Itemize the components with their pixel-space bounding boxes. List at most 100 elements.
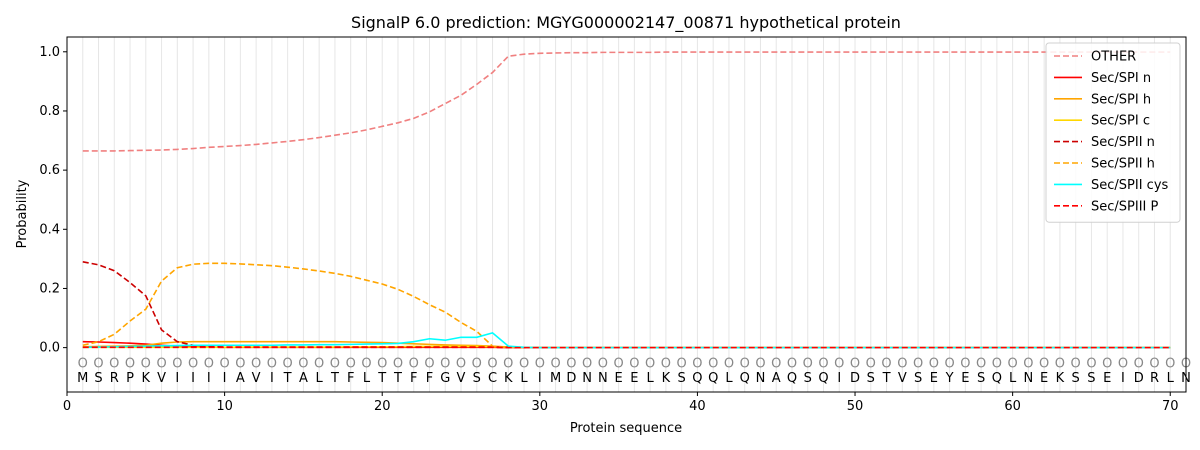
region-marker: O: [298, 356, 308, 371]
residue-label: F: [410, 371, 417, 386]
legend-label: Sec/SPI n: [1091, 71, 1151, 86]
region-marker: O: [219, 356, 229, 371]
region-marker: O: [503, 356, 513, 371]
region-marker: O: [976, 356, 986, 371]
residue-label: G: [440, 371, 450, 386]
region-marker: O: [850, 356, 860, 371]
region-marker: O: [393, 356, 403, 371]
x-tick-label: 50: [847, 399, 864, 414]
residue-label: Q: [818, 371, 828, 386]
x-tick-label: 70: [1162, 399, 1179, 414]
region-marker: O: [629, 356, 639, 371]
y-axis-label: Probability: [15, 179, 30, 248]
region-marker: O: [440, 356, 450, 371]
residue-label: V: [252, 371, 261, 386]
legend-label: Sec/SPIII P: [1091, 199, 1159, 214]
region-marker: O: [661, 356, 671, 371]
residue-label: I: [191, 371, 195, 386]
residue-label: V: [898, 371, 907, 386]
region-marker: O: [866, 356, 876, 371]
region-marker: O: [235, 356, 245, 371]
grid-lines: [82, 37, 1187, 392]
residue-label: D: [566, 371, 576, 386]
residue-label: I: [223, 371, 227, 386]
residue-label: N: [1024, 371, 1034, 386]
residue-label: S: [804, 371, 812, 386]
residue-label: Q: [740, 371, 750, 386]
region-marker: O: [487, 356, 497, 371]
legend-label: Sec/SPI h: [1091, 92, 1151, 107]
region-marker: O: [330, 356, 340, 371]
residue-label: Q: [708, 371, 718, 386]
residue-label: R: [1150, 371, 1159, 386]
region-marker: O: [78, 356, 88, 371]
residue-label: E: [1040, 371, 1048, 386]
region-marker: O: [267, 356, 277, 371]
series-line: [82, 51, 1171, 152]
region-marker: O: [913, 356, 923, 371]
region-marker: O: [361, 356, 371, 371]
region-marker: O: [1102, 356, 1112, 371]
region-marker: O: [156, 356, 166, 371]
residue-label: S: [914, 371, 922, 386]
residue-label: E: [961, 371, 969, 386]
region-marker: O: [755, 356, 765, 371]
residue-label: E: [630, 371, 638, 386]
region-marker: O: [1149, 356, 1159, 371]
region-marker: O: [614, 356, 624, 371]
residue-label: S: [1087, 371, 1095, 386]
region-marker: O: [141, 356, 151, 371]
legend-label: OTHER: [1091, 50, 1136, 65]
residue-label: K: [504, 371, 513, 386]
residue-label: C: [488, 371, 497, 386]
region-marker: O: [109, 356, 119, 371]
legend-box: [1045, 42, 1181, 223]
x-tick-label: 30: [532, 399, 549, 414]
residue-label: L: [1167, 371, 1175, 386]
residue-label: I: [175, 371, 179, 386]
residue-label: E: [930, 371, 938, 386]
residue-label: M: [77, 371, 88, 386]
region-marker: O: [1023, 356, 1033, 371]
y-axis-ticks: 0.0 0.2 0.4 0.6 0.8 1.0: [39, 45, 67, 356]
residue-label: D: [850, 371, 860, 386]
region-marker: O: [992, 356, 1002, 371]
residue-label: L: [316, 371, 324, 386]
residue-label: A: [772, 371, 781, 386]
y-tick-label: 0.0: [39, 341, 60, 356]
region-marker: O: [582, 356, 592, 371]
region-marker: O: [708, 356, 718, 371]
region-marker: O: [1134, 356, 1144, 371]
residue-label: T: [882, 371, 891, 386]
region-marker: O: [1165, 356, 1175, 371]
residue-label: I: [538, 371, 542, 386]
legend-label: Sec/SPII n: [1091, 135, 1155, 150]
region-marker: O: [566, 356, 576, 371]
y-tick-label: 0.2: [39, 281, 60, 296]
residue-label: P: [126, 371, 134, 386]
region-marker: O: [897, 356, 907, 371]
residue-label: N: [598, 371, 608, 386]
region-marker: O: [960, 356, 970, 371]
region-marker: O: [535, 356, 545, 371]
residue-label: I: [270, 371, 274, 386]
region-marker: O: [314, 356, 324, 371]
residue-label: T: [283, 371, 292, 386]
region-marker: O: [550, 356, 560, 371]
region-marker: O: [881, 356, 891, 371]
region-marker: O: [93, 356, 103, 371]
residue-label: L: [1009, 371, 1017, 386]
region-marker: O: [251, 356, 261, 371]
x-axis-ticks: 0 10 20 30 40 50 60 70: [63, 392, 1179, 414]
residue-label: F: [347, 371, 354, 386]
residue-label: N: [582, 371, 592, 386]
residue-label: A: [236, 371, 245, 386]
region-marker: O: [692, 356, 702, 371]
residue-label: V: [457, 371, 466, 386]
region-marker: O: [771, 356, 781, 371]
residue-label: K: [1056, 371, 1065, 386]
residue-label: V: [157, 371, 166, 386]
chart-title: SignalP 6.0 prediction: MGYG000002147_00…: [351, 13, 901, 33]
